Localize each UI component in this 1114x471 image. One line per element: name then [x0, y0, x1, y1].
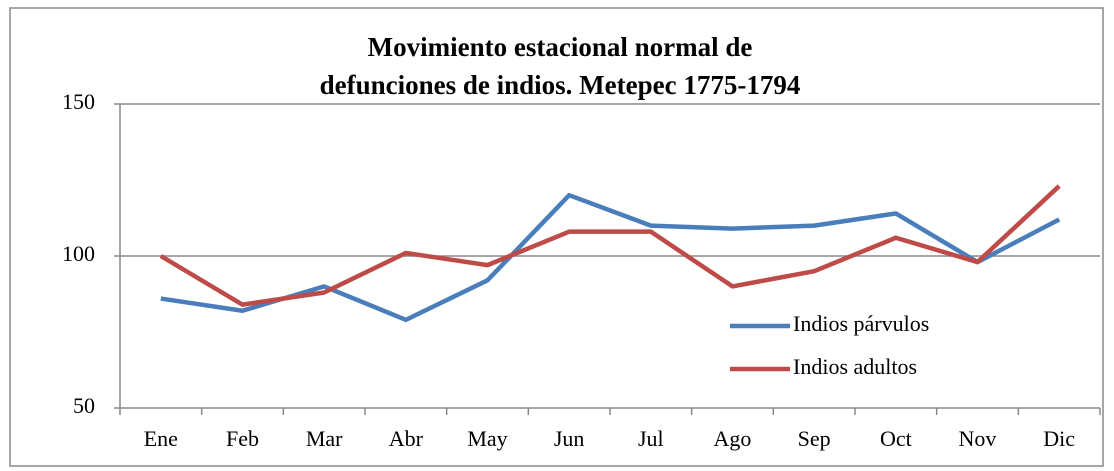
x-tick-label: Mar — [306, 426, 343, 451]
series-line — [159, 184, 1061, 307]
x-tick-label: Feb — [226, 426, 259, 451]
x-tick-label: Oct — [880, 426, 912, 451]
y-tick-label: 50 — [73, 393, 95, 418]
x-tick-label: Ago — [714, 426, 752, 451]
series-line — [160, 192, 1061, 323]
legend-label: Indios adultos — [793, 354, 917, 379]
x-tick-label: Abr — [389, 426, 424, 451]
x-tick-label: Jun — [554, 426, 585, 451]
x-tick-label: May — [467, 426, 507, 451]
x-tick-label: Jul — [638, 426, 664, 451]
x-tick-label: Dic — [1043, 426, 1075, 451]
x-tick-label: Nov — [959, 426, 997, 451]
x-tick-label: Sep — [798, 426, 831, 451]
y-tick-label: 150 — [62, 89, 95, 114]
chart-title: Movimiento estacional normal de — [368, 32, 753, 62]
y-tick-label: 100 — [62, 241, 95, 266]
x-tick-label: Ene — [144, 426, 178, 451]
chart-title: defunciones de indios. Metepec 1775-1794 — [320, 70, 801, 100]
legend-label: Indios párvulos — [793, 311, 929, 336]
